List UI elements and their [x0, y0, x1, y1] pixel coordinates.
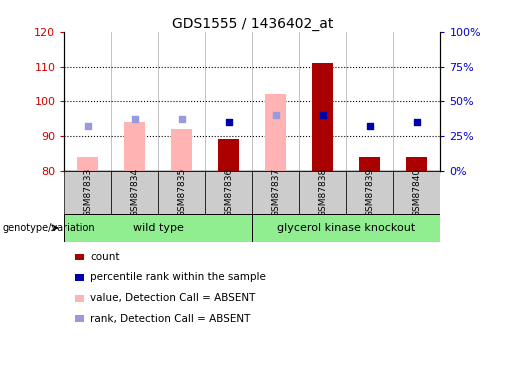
Point — [413, 119, 421, 125]
Text: GSM87836: GSM87836 — [225, 168, 233, 217]
Bar — [406, 157, 427, 171]
Text: wild type: wild type — [133, 223, 184, 233]
Bar — [64, 214, 252, 242]
Point — [272, 112, 280, 118]
Bar — [77, 157, 98, 171]
Text: GSM87840: GSM87840 — [413, 168, 421, 217]
Bar — [252, 214, 440, 242]
Point — [178, 116, 186, 122]
Bar — [64, 171, 111, 214]
Bar — [205, 171, 252, 214]
Text: rank, Detection Call = ABSENT: rank, Detection Call = ABSENT — [90, 314, 250, 324]
Point — [366, 123, 374, 129]
Point — [131, 116, 139, 122]
Bar — [359, 157, 381, 171]
Text: count: count — [90, 252, 119, 262]
Bar — [312, 63, 333, 171]
Text: genotype/variation: genotype/variation — [3, 223, 95, 233]
Text: GSM87837: GSM87837 — [271, 168, 280, 217]
Bar — [124, 122, 145, 171]
Text: glycerol kinase knockout: glycerol kinase knockout — [277, 223, 416, 233]
Point — [319, 112, 327, 118]
Bar — [393, 171, 440, 214]
Title: GDS1555 / 1436402_at: GDS1555 / 1436402_at — [171, 17, 333, 31]
Text: value, Detection Call = ABSENT: value, Detection Call = ABSENT — [90, 293, 255, 303]
Bar — [159, 171, 205, 214]
Text: GSM87834: GSM87834 — [130, 168, 140, 217]
Text: GSM87833: GSM87833 — [83, 168, 92, 217]
Bar — [111, 171, 159, 214]
Bar — [265, 94, 286, 171]
Text: GSM87838: GSM87838 — [318, 168, 328, 217]
Bar — [252, 171, 299, 214]
Text: percentile rank within the sample: percentile rank within the sample — [90, 273, 266, 282]
Bar — [218, 140, 239, 171]
Point — [225, 119, 233, 125]
Text: GSM87835: GSM87835 — [177, 168, 186, 217]
Bar — [299, 171, 346, 214]
Bar — [346, 171, 393, 214]
Text: GSM87839: GSM87839 — [365, 168, 374, 217]
Bar — [171, 129, 193, 171]
Point — [84, 123, 92, 129]
